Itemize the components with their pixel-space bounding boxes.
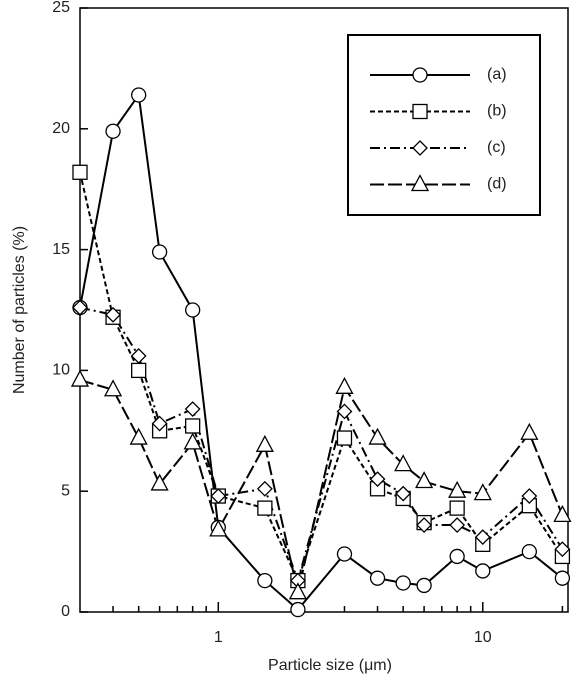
y-tick-label: 0 xyxy=(61,603,70,620)
marker xyxy=(415,471,434,489)
marker xyxy=(185,302,201,318)
marker xyxy=(520,422,539,440)
marker xyxy=(256,480,273,497)
x-tick-label: 1 xyxy=(214,629,223,646)
marker xyxy=(185,418,201,434)
marker xyxy=(449,500,465,516)
y-tick-label: 25 xyxy=(52,0,70,16)
marker xyxy=(70,369,90,387)
x-tick-label: 10 xyxy=(474,629,492,646)
x-axis-label: Particle size (μm) xyxy=(268,657,392,674)
series-line xyxy=(79,379,564,593)
marker xyxy=(416,517,433,533)
marker xyxy=(290,601,306,618)
marker xyxy=(475,563,491,579)
marker xyxy=(395,485,412,502)
marker xyxy=(412,140,428,156)
marker xyxy=(369,570,386,586)
marker xyxy=(150,473,169,491)
legend-label: (a) xyxy=(487,66,507,83)
y-tick-label: 20 xyxy=(52,120,70,137)
marker xyxy=(474,529,491,546)
marker xyxy=(368,427,387,445)
legend-box xyxy=(347,34,541,216)
marker xyxy=(130,347,147,364)
legend-label: (b) xyxy=(487,103,507,120)
marker xyxy=(209,519,228,537)
y-tick-label: 15 xyxy=(52,241,70,258)
marker xyxy=(184,401,201,417)
marker xyxy=(412,103,428,120)
marker xyxy=(129,427,148,445)
legend-label: (d) xyxy=(487,176,507,193)
marker xyxy=(554,570,571,586)
marker xyxy=(72,299,88,316)
marker xyxy=(151,415,168,432)
marker xyxy=(553,504,572,523)
marker xyxy=(336,430,353,446)
marker xyxy=(131,362,147,379)
marker xyxy=(449,548,465,565)
marker xyxy=(72,164,88,180)
marker xyxy=(394,454,413,472)
marker xyxy=(521,488,538,504)
legend-label: (c) xyxy=(487,139,506,156)
marker xyxy=(416,577,432,594)
marker xyxy=(105,306,121,323)
marker xyxy=(554,541,571,558)
marker xyxy=(410,174,430,192)
marker xyxy=(288,582,307,600)
marker xyxy=(257,572,273,589)
marker xyxy=(183,432,202,450)
series-line xyxy=(79,306,564,584)
marker xyxy=(448,480,467,498)
series-line xyxy=(79,92,564,612)
marker xyxy=(412,67,428,83)
marker xyxy=(521,543,538,560)
marker xyxy=(395,575,411,591)
marker xyxy=(255,434,274,452)
marker xyxy=(151,244,168,260)
marker xyxy=(369,471,386,488)
y-tick-label: 10 xyxy=(52,362,70,379)
marker xyxy=(449,517,466,533)
y-tick-label: 5 xyxy=(61,482,70,499)
marker xyxy=(131,87,147,103)
marker xyxy=(336,403,353,420)
marker xyxy=(103,379,123,397)
marker xyxy=(210,488,227,504)
marker xyxy=(336,546,353,562)
marker xyxy=(105,123,121,139)
marker xyxy=(257,500,273,516)
marker xyxy=(473,483,492,501)
series-line xyxy=(79,172,564,584)
marker xyxy=(335,376,354,394)
y-axis-label: Number of particles (%) xyxy=(11,226,28,394)
